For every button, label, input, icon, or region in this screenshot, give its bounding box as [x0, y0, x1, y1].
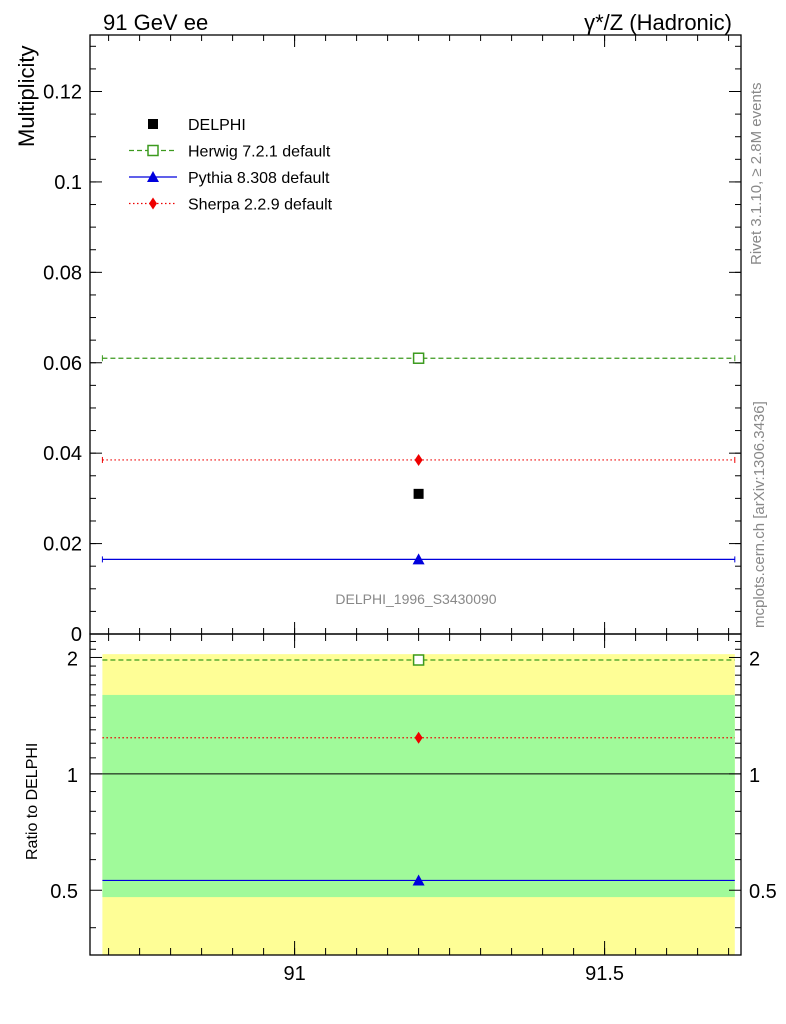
ratio-ylabel: Ratio to DELPHI	[24, 743, 41, 860]
legend-marker-pythia	[147, 171, 159, 182]
legend-label-data: DELPHI	[188, 117, 246, 134]
legend-label-herwig: Herwig 7.2.1 default	[188, 144, 331, 161]
main-ytick-label: 0.06	[43, 353, 82, 375]
point-sherpa	[414, 453, 423, 466]
point-herwig	[412, 352, 425, 364]
main-ytick-label: 0.04	[43, 443, 82, 465]
ratio-ytick-label-left: 0.5	[50, 881, 78, 903]
legend-marker-herwig	[147, 144, 159, 157]
main-panel: 0 0.02 0.04 0.06 0.08 0.1 0.12 Multiplicity DE…	[14, 35, 741, 646]
ratio-point-pythia	[412, 874, 425, 886]
ratio-frame	[89, 633, 742, 956]
header-right: γ*/Z (Hadronic)	[584, 10, 732, 35]
ratio-xtick-label: 91	[283, 963, 305, 985]
header-left: 91 GeV ee	[103, 10, 208, 35]
legend-marker-sherpa	[149, 197, 157, 210]
point-data	[413, 488, 424, 499]
main-ylabel: Multiplicity	[14, 46, 39, 147]
ratio-point-sherpa	[414, 731, 423, 744]
ratio-panel: 0.5 0.5 1 1 2 2 91 91.5 Ratio to DELPHI	[24, 634, 777, 985]
ratio-ytick-label-right: 1	[749, 765, 760, 787]
main-ytick-label: 0	[71, 624, 82, 646]
analysis-label: DELPHI_1996_S3430090	[335, 591, 496, 607]
ratio-ytick-label-right: 0.5	[749, 881, 777, 903]
mcplots-label: mcplots.cern.ch [arXiv:1306.3436]	[751, 401, 768, 628]
ratio-band-band_inner	[102, 694, 735, 898]
ratio-xtick-label: 91.5	[585, 963, 624, 985]
ratio-ytick-label-right: 2	[749, 648, 760, 670]
rivet-label: Rivet 3.1.10, ≥ 2.8M events	[748, 83, 765, 266]
main-ytick-label: 0.08	[43, 262, 82, 284]
legend-label-sherpa: Sherpa 2.2.9 default	[188, 197, 333, 214]
ratio-point-herwig	[412, 654, 425, 666]
main-ytick-label: 0.1	[54, 172, 82, 194]
legend: DELPHI Herwig 7.2.1 default Pythia 8.308 d…	[129, 117, 333, 214]
main-ytick-label: 0.02	[43, 534, 82, 556]
ratio-ytick-label-left: 2	[67, 648, 78, 670]
ratio-ytick-label-left: 1	[67, 765, 78, 787]
point-pythia	[412, 553, 425, 565]
main-ytick-label: 0.12	[43, 82, 82, 104]
legend-label-pythia: Pythia 8.308 default	[188, 170, 330, 187]
legend-marker-data	[148, 119, 158, 129]
